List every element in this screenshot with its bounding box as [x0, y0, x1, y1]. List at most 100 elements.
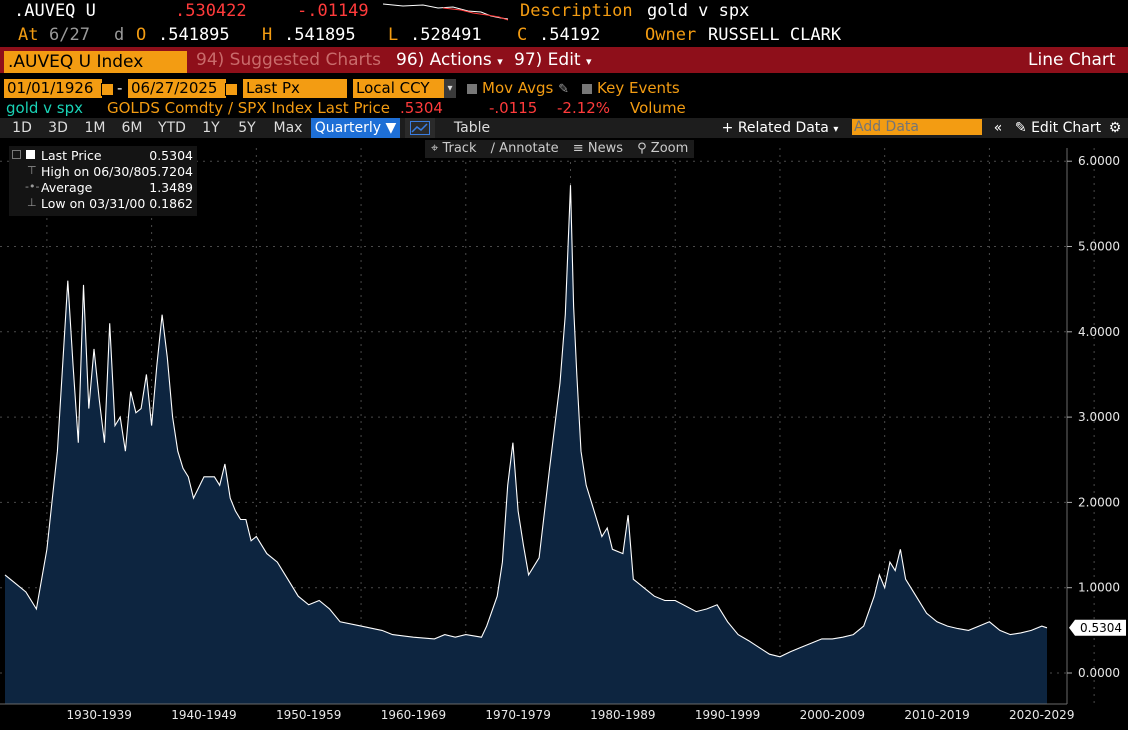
chevron-down-icon: ▾	[833, 124, 839, 135]
chart-legend[interactable]: Last Price 0.5304 ⊤ High on 06/30/80 5.7…	[9, 146, 197, 216]
checkbox-icon[interactable]	[582, 83, 592, 94]
at-label: At	[18, 25, 39, 45]
pen-icon: ∕	[490, 141, 496, 156]
key-events-toggle[interactable]: Key Events	[582, 79, 680, 97]
period-5y[interactable]: 5Y	[238, 120, 256, 136]
related-data-button[interactable]: + Related Data ▾	[718, 118, 842, 138]
date-separator: -	[117, 79, 123, 97]
end-date-input[interactable]: 06/27/2025	[128, 79, 226, 98]
suggested-charts-label: 94) Suggested Charts	[196, 50, 382, 70]
period-1y[interactable]: 1Y	[202, 120, 220, 136]
chart-area[interactable]: 6.0000 5.0000 4.0000 3.0000 2.0000 1.0000 0.00…	[0, 138, 1128, 730]
checkbox-icon[interactable]	[467, 83, 477, 94]
legend-value: 5.7204	[149, 164, 193, 179]
x-axis-labels: 1930-1939 1940-1949 1950-1959 1960-1969 1970…	[67, 708, 1075, 722]
actions-button[interactable]: 96) Actions ▾	[396, 47, 504, 73]
y-tick-label: 2.0000	[1078, 495, 1120, 509]
x-tick-label: 1940-1949	[171, 708, 236, 722]
calendar-icon[interactable]	[225, 83, 238, 96]
high-value: .541895	[284, 25, 356, 45]
period-bar: 1D 3D 1M 6M YTD 1Y 5Y Max Quarterly ▼ Ta…	[0, 118, 1128, 138]
legend-value: 0.1862	[149, 196, 193, 211]
owner-label: Owner	[645, 25, 697, 45]
crosshair-icon: ⌖	[431, 141, 439, 156]
magnifier-icon: ⚲	[637, 141, 647, 156]
open-value: .541895	[158, 25, 230, 45]
x-tick-label: 1960-1969	[381, 708, 446, 722]
chart-tools: ⌖ Track ∕ Annotate ≡ News ⚲ Zoom	[425, 140, 695, 158]
high-label: H	[262, 25, 273, 45]
chevron-down-icon: ▼	[385, 120, 397, 136]
key-events-label: Key Events	[597, 79, 680, 97]
security-field[interactable]: .AUVEQ U Index	[4, 49, 187, 73]
line-chart-icon[interactable]	[405, 118, 435, 138]
y-tick-label: 3.0000	[1078, 410, 1120, 424]
main-toolbar: .AUVEQ U Index 94) Suggested Charts ▾ 96…	[0, 47, 1128, 94]
period-1m[interactable]: 1M	[84, 120, 106, 136]
pencil-icon[interactable]: ✎	[558, 82, 570, 97]
edit-chart-label: Edit Chart	[1031, 120, 1102, 136]
period-1d[interactable]: 1D	[12, 120, 32, 136]
last-value-tag	[1069, 619, 1126, 636]
start-date-input[interactable]: 01/01/1926	[4, 79, 102, 98]
y-tick-label: 0.0000	[1078, 666, 1120, 680]
zoom-tool[interactable]: ⚲ Zoom	[637, 141, 689, 156]
period-ytd[interactable]: YTD	[158, 120, 186, 136]
close-label: C	[517, 25, 528, 45]
x-tick-label: 1990-1999	[695, 708, 760, 722]
legend-label: Last Price	[41, 148, 102, 163]
collapse-icon[interactable]: «	[993, 120, 1003, 136]
frequency-select[interactable]: Quarterly ▼	[311, 118, 400, 138]
add-data-input[interactable]	[852, 119, 982, 135]
y-tick-label: 4.0000	[1078, 325, 1120, 339]
edit-button[interactable]: 97) Edit ▾	[514, 47, 598, 73]
series-name: gold v spx	[6, 99, 84, 117]
calendar-icon[interactable]	[101, 83, 114, 96]
mov-avgs-toggle[interactable]: Mov Avgs ✎	[467, 79, 569, 97]
x-tick-label: 1980-1989	[590, 708, 655, 722]
last-price: .530422	[175, 1, 247, 21]
last-value-label: 0.5304	[1080, 621, 1122, 635]
owner-value: RUSSELL CLARK	[708, 25, 842, 45]
currency-select[interactable]: Local CCY	[353, 79, 447, 98]
x-tick-label: 2020-2029	[1009, 708, 1074, 722]
collapse-legend-icon[interactable]	[12, 150, 21, 159]
series-value: .5304	[400, 99, 443, 117]
track-tool[interactable]: ⌖ Track	[431, 141, 477, 156]
y-tick-label: 6.0000	[1078, 154, 1120, 168]
annotate-tool[interactable]: ∕ Annotate	[490, 141, 559, 156]
legend-label: Average	[41, 180, 93, 195]
close-value: .54192	[539, 25, 601, 45]
period-3d[interactable]: 3D	[48, 120, 68, 136]
legend-label: Low on 03/31/00	[41, 196, 146, 211]
volume-label: Volume	[630, 99, 686, 117]
pencil-icon: ✎	[1014, 120, 1027, 136]
related-data-label: + Related Data	[721, 120, 829, 136]
chevron-down-icon[interactable]: ▾	[444, 79, 456, 98]
gear-icon[interactable]: ⚙	[1108, 120, 1122, 136]
ticker: .AUVEQ U	[14, 1, 96, 21]
high-marker-icon: ⊤	[27, 164, 37, 177]
suggested-charts-button[interactable]: 94) Suggested Charts ▾	[196, 47, 388, 94]
edit-label: 97) Edit	[514, 50, 581, 70]
news-icon: ≡	[572, 141, 584, 156]
field-select[interactable]: Last Px	[243, 79, 347, 98]
legend-label: High on 06/30/80	[41, 164, 150, 179]
x-tick-label: 1970-1979	[485, 708, 550, 722]
table-button[interactable]: Table	[453, 120, 491, 136]
x-tick-label: 1950-1959	[276, 708, 341, 722]
x-tick-label: 1930-1939	[67, 708, 132, 722]
edit-chart-button[interactable]: ✎ Edit Chart	[1012, 118, 1104, 138]
description-value: gold v spx	[647, 1, 750, 21]
period-max[interactable]: Max	[273, 120, 303, 136]
period-6m[interactable]: 6M	[121, 120, 143, 136]
series-formula: GOLDS Comdty / SPX Index Last Price	[107, 99, 391, 117]
chart-type-label: Line Chart	[1028, 50, 1116, 70]
x-tick-label: 2010-2019	[904, 708, 969, 722]
legend-value: 1.3489	[149, 180, 193, 195]
description-label: Description	[520, 1, 633, 21]
last-value-marker: 0.5304	[1069, 619, 1126, 636]
average-marker-icon: -•-	[25, 180, 40, 193]
news-tool[interactable]: ≡ News	[572, 141, 623, 156]
x-tick-label: 2000-2009	[800, 708, 865, 722]
